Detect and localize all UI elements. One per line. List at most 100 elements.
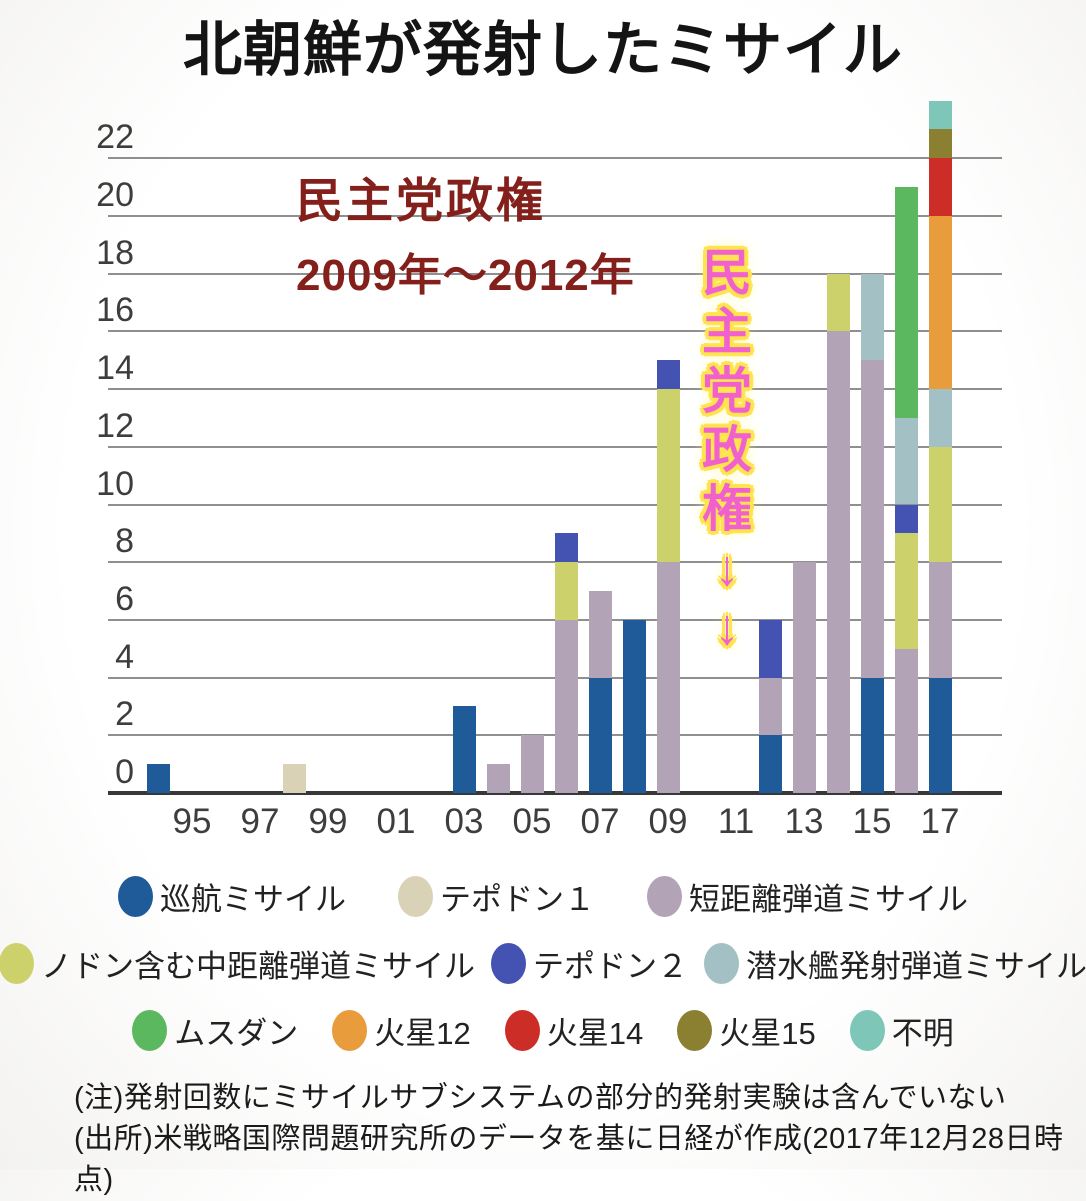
x-tick-label: 13 bbox=[784, 802, 824, 841]
gridline bbox=[108, 215, 1002, 217]
gridline bbox=[108, 330, 1002, 333]
legend-color-dot bbox=[704, 942, 739, 984]
legend-color-dot bbox=[132, 1009, 168, 1051]
legend-color-dot bbox=[332, 1009, 368, 1051]
y-tick-label: 18 bbox=[96, 233, 134, 272]
vertical-annotation-char: 党 bbox=[702, 363, 752, 419]
legend-color-dot bbox=[849, 1009, 885, 1051]
bar-segment bbox=[622, 619, 646, 793]
legend-item: 巡航ミサイル bbox=[118, 874, 346, 919]
annotation-line2: 2009年～2012年 bbox=[296, 251, 635, 300]
vertical-annotation-char: 民 bbox=[702, 245, 752, 301]
bar-segment bbox=[928, 446, 952, 563]
bar-segment bbox=[588, 591, 612, 678]
legend-color-dot bbox=[118, 875, 153, 917]
down-arrow-icon: ↓ bbox=[714, 540, 740, 596]
legend-label: ノドン含む中距離弾道ミサイル bbox=[41, 948, 475, 984]
y-tick-label: 6 bbox=[115, 579, 134, 618]
gridline bbox=[108, 503, 1002, 506]
bar-segment bbox=[928, 677, 952, 793]
vertical-annotation-char: 権 bbox=[702, 481, 752, 537]
x-tick-label: 15 bbox=[852, 802, 892, 841]
bar-segment bbox=[928, 562, 952, 678]
y-tick-label: 0 bbox=[115, 753, 134, 791]
bar-segment bbox=[758, 735, 782, 793]
y-tick-label: 16 bbox=[96, 291, 134, 330]
y-tick-label: 12 bbox=[96, 406, 134, 445]
source-line: (出所)米戦略国際問題研究所のデータを基に日経が作成(2017年12月28日時点… bbox=[74, 1123, 1064, 1196]
gridline bbox=[108, 388, 1002, 391]
bar-segment bbox=[758, 619, 782, 678]
bar-segment bbox=[860, 360, 884, 678]
bar-segment bbox=[554, 619, 578, 793]
bar-segment bbox=[656, 389, 680, 563]
legend-label: 火星15 bbox=[719, 1015, 816, 1051]
down-arrow-icon: ↓ bbox=[714, 599, 740, 655]
legend-label: 不明 bbox=[891, 1015, 954, 1051]
bar-segment bbox=[928, 389, 952, 447]
gridline bbox=[108, 272, 1002, 275]
legend-color-dot bbox=[677, 1009, 713, 1051]
y-tick-label: 14 bbox=[96, 349, 134, 388]
x-tick-label: 07 bbox=[580, 802, 620, 841]
bar-segment bbox=[894, 504, 918, 534]
y-tick-label: 20 bbox=[96, 176, 134, 214]
legend-color-dot bbox=[647, 875, 682, 917]
bar-segment bbox=[146, 764, 170, 793]
legend-item: 短距離弾道ミサイル bbox=[647, 874, 968, 919]
bar-segment bbox=[826, 331, 850, 793]
vertical-annotation-char: 主 bbox=[702, 304, 752, 360]
bar-segment bbox=[588, 677, 612, 793]
bar-segment bbox=[554, 562, 578, 620]
bar-segment bbox=[486, 764, 510, 793]
bar-segment bbox=[894, 187, 918, 418]
bar-segment bbox=[554, 533, 578, 563]
legend-item: 潜水艦発射弾道ミサイル bbox=[704, 941, 1086, 986]
annotation-dpj-vertical: 民主党政権 ↓ ↓ bbox=[694, 244, 760, 657]
note-line: (注)発射回数にミサイルサブシステムの部分的発射実験は含んでいない bbox=[74, 1082, 1007, 1114]
legend-label: 巡航ミサイル bbox=[160, 881, 346, 917]
legend-item: 火星14 bbox=[504, 1008, 644, 1053]
bar-segment bbox=[656, 360, 680, 390]
bar-segment bbox=[894, 417, 918, 505]
legend-item: テポドン２ bbox=[491, 941, 688, 986]
x-tick-label: 95 bbox=[172, 802, 212, 841]
x-tick-label: 05 bbox=[512, 802, 552, 841]
legend-item: ノドン含む中距離弾道ミサイル bbox=[0, 941, 475, 986]
legend-label: 火星14 bbox=[546, 1015, 644, 1051]
annotation-dpj-period: 民主党政権 2009年～2012年 bbox=[296, 162, 635, 303]
legend-item: テポドン１ bbox=[398, 874, 595, 919]
x-tick-label: 97 bbox=[240, 802, 280, 841]
x-tick-label: 01 bbox=[376, 802, 416, 841]
legend-item: 不明 bbox=[849, 1008, 954, 1053]
legend-label: ムスダン bbox=[174, 1015, 299, 1051]
legend-item: ムスダン bbox=[132, 1008, 298, 1053]
bar-segment bbox=[860, 677, 884, 793]
bar-segment bbox=[928, 129, 952, 159]
bar-segment bbox=[928, 100, 952, 130]
legend-item: 火星12 bbox=[332, 1008, 471, 1053]
legend: 巡航ミサイル テポドン１ 短距離弾道ミサイルノドン含む中距離弾道ミサイル テポドン２ 潜… bbox=[0, 872, 1086, 1073]
vertical-annotation-char: 政 bbox=[702, 422, 752, 478]
annotation-line1: 民主党政権 bbox=[296, 174, 546, 227]
page-title: 北朝鮮が発射したミサイル bbox=[182, 17, 903, 83]
gridline bbox=[108, 157, 1002, 160]
legend-color-dot bbox=[491, 942, 526, 984]
bar-segment bbox=[656, 562, 680, 793]
bar-segment bbox=[282, 764, 306, 793]
y-tick-label: 8 bbox=[115, 522, 134, 561]
bar-segment bbox=[928, 216, 952, 390]
y-tick-label: 22 bbox=[96, 118, 134, 157]
bar-segment bbox=[826, 273, 850, 332]
x-tick-label: 11 bbox=[717, 802, 755, 841]
legend-label: 短距離弾道ミサイル bbox=[689, 881, 968, 917]
x-tick-label: 09 bbox=[648, 802, 688, 841]
legend-color-dot bbox=[0, 942, 34, 984]
legend-row: 巡航ミサイル テポドン１ 短距離弾道ミサイル bbox=[0, 872, 1086, 920]
x-tick-label: 99 bbox=[308, 802, 348, 841]
legend-label: 火星12 bbox=[374, 1015, 471, 1051]
legend-color-dot bbox=[398, 875, 433, 917]
bar-segment bbox=[894, 533, 918, 649]
legend-label: テポドン１ bbox=[440, 881, 595, 917]
legend-row: ムスダン 火星12 火星14 火星15 不明 bbox=[0, 1006, 1086, 1054]
